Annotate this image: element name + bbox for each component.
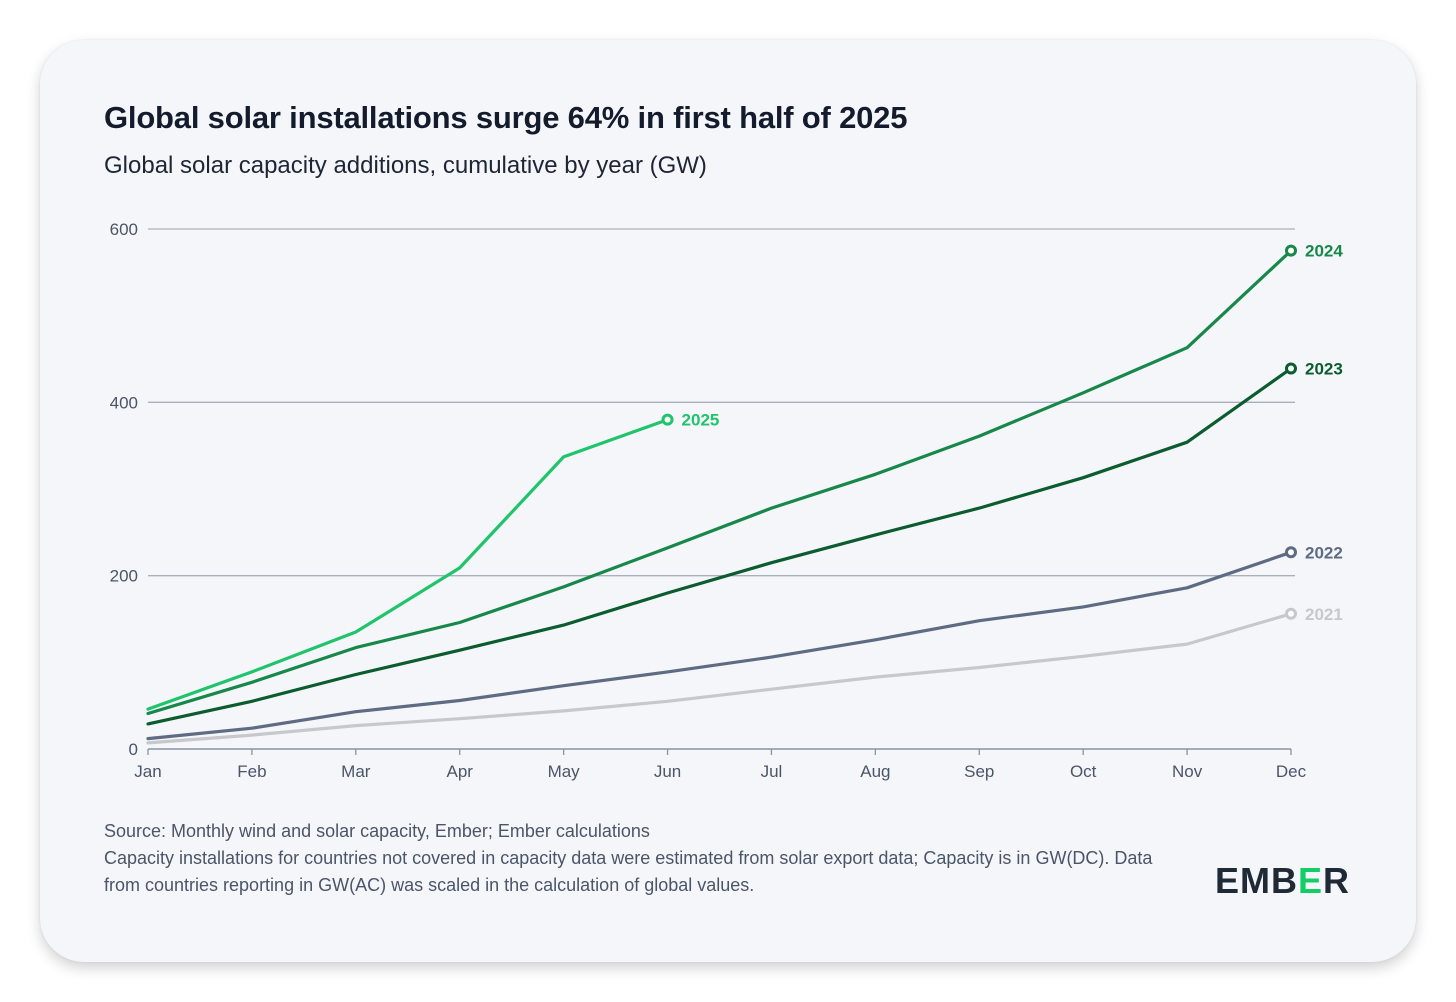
chart-card: Global solar installations surge 64% in … [40, 40, 1416, 962]
series-line-2021 [146, 612, 1293, 745]
logo-text-end: R [1323, 860, 1351, 901]
chart-title: Global solar installations surge 64% in … [104, 100, 908, 135]
ember-logo: EMBER [1215, 860, 1350, 902]
y-tick-label: 400 [110, 393, 138, 412]
x-tick-label: Jul [761, 762, 783, 781]
series-label-2024: 2024 [1305, 242, 1343, 261]
line-chart: 0 200 400 600 Jan Feb Mar Apr May Jun Jul Aug Sep Oc… [110, 220, 1344, 781]
series-line-2023 [146, 366, 1293, 726]
y-tick-label: 200 [110, 567, 138, 586]
y-axis: 0 200 400 600 [110, 220, 138, 759]
x-tick-label: Mar [341, 762, 371, 781]
chart-subtitle: Global solar capacity additions, cumulat… [104, 152, 707, 179]
logo-text-start: EMB [1215, 860, 1298, 901]
series-endpoint-2023 [1285, 362, 1297, 375]
series-label-2022: 2022 [1305, 543, 1343, 562]
x-tick-label: Feb [237, 762, 266, 781]
x-axis: Jan Feb Mar Apr May Jun Jul Aug Sep Oct Nov Dec [134, 748, 1307, 781]
y-tick-label: 0 [129, 740, 138, 759]
gridlines [148, 228, 1295, 577]
x-tick-label: Aug [860, 762, 890, 781]
y-tick-label: 600 [110, 220, 138, 239]
series-line-2022 [146, 550, 1293, 741]
x-tick-label: Jan [134, 762, 161, 781]
series-line-2024 [146, 249, 1293, 716]
series-line-2025 [146, 418, 670, 711]
methodology-note: Capacity installations for countries not… [104, 848, 1153, 895]
source-note: Source: Monthly wind and solar capacity,… [104, 821, 650, 841]
series-lines [146, 249, 1293, 745]
x-tick-label: Dec [1276, 762, 1307, 781]
series-label-2023: 2023 [1305, 360, 1343, 379]
series-endpoint-2021 [1285, 607, 1297, 620]
x-tick-label: May [548, 762, 581, 781]
series-label-2025: 2025 [682, 411, 720, 430]
series-endpoint-2022 [1285, 546, 1297, 559]
logo-text-accent: E [1298, 860, 1324, 901]
x-tick-label: Jun [654, 762, 681, 781]
x-tick-label: Oct [1070, 762, 1097, 781]
series-endpoint-2025 [661, 413, 674, 426]
x-tick-label: Nov [1172, 762, 1203, 781]
x-tick-label: Apr [446, 762, 473, 781]
footnote: Source: Monthly wind and solar capacity,… [104, 818, 1184, 899]
series-endpoint-2024 [1285, 244, 1297, 257]
x-tick-label: Sep [964, 762, 994, 781]
series-endpoints: 2021 2022 2023 2024 2025 [661, 242, 1343, 624]
series-label-2021: 2021 [1305, 605, 1343, 624]
